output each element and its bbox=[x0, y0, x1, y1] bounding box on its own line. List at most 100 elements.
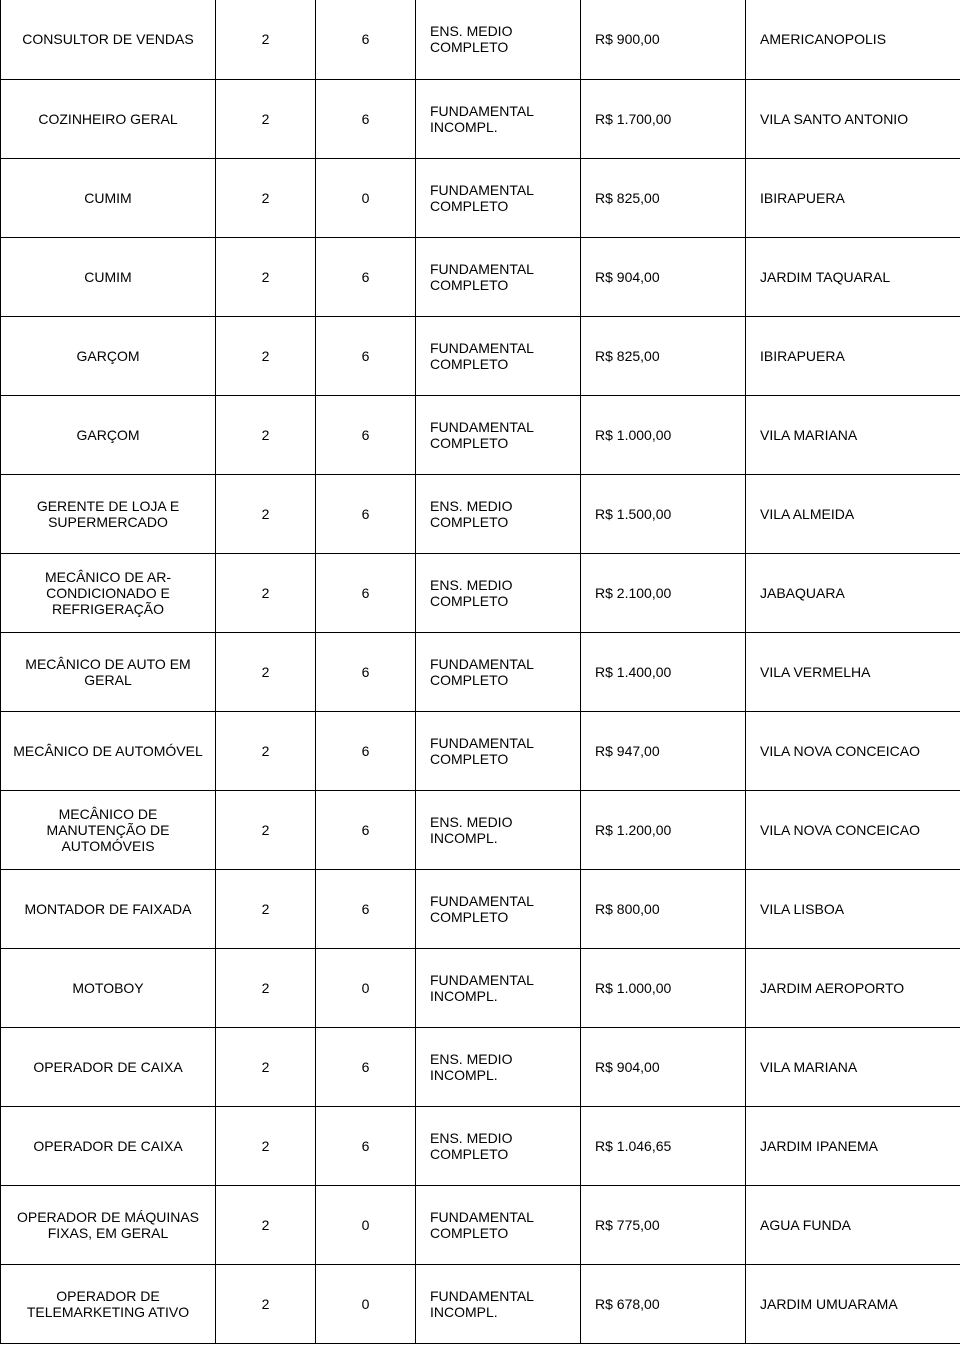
position-cell: COZINHEIRO GERAL bbox=[1, 79, 216, 158]
education-cell: FUNDAMENTAL COMPLETO bbox=[416, 395, 581, 474]
education-cell: FUNDAMENTAL COMPLETO bbox=[416, 237, 581, 316]
n1-cell: 2 bbox=[216, 79, 316, 158]
position-cell: MECÂNICO DE MANUTENÇÃO DE AUTOMÓVEIS bbox=[1, 790, 216, 869]
salary-cell: R$ 825,00 bbox=[581, 158, 746, 237]
table-row: MECÂNICO DE AUTO EM GERAL26FUNDAMENTAL C… bbox=[1, 632, 960, 711]
table-row: MECÂNICO DE AR-CONDICIONADO E REFRIGERAÇ… bbox=[1, 553, 960, 632]
salary-cell: R$ 1.400,00 bbox=[581, 632, 746, 711]
education-cell: FUNDAMENTAL INCOMPL. bbox=[416, 948, 581, 1027]
n2-cell: 6 bbox=[316, 1027, 416, 1106]
table-row: CUMIM26FUNDAMENTAL COMPLETOR$ 904,00JARD… bbox=[1, 237, 960, 316]
n1-cell: 2 bbox=[216, 1106, 316, 1185]
n1-cell: 2 bbox=[216, 869, 316, 948]
salary-cell: R$ 900,00 bbox=[581, 0, 746, 79]
n1-cell: 2 bbox=[216, 237, 316, 316]
salary-cell: R$ 904,00 bbox=[581, 237, 746, 316]
location-cell: VILA SANTO ANTONIO bbox=[746, 79, 960, 158]
n1-cell: 2 bbox=[216, 553, 316, 632]
n1-cell: 2 bbox=[216, 948, 316, 1027]
table-row: MONTADOR DE FAIXADA26FUNDAMENTAL COMPLET… bbox=[1, 869, 960, 948]
table-row: GARÇOM26FUNDAMENTAL COMPLETOR$ 825,00IBI… bbox=[1, 316, 960, 395]
jobs-table: CONSULTOR DE VENDAS26ENS. MEDIO COMPLETO… bbox=[0, 0, 960, 1344]
location-cell: AGUA FUNDA bbox=[746, 1185, 960, 1264]
location-cell: IBIRAPUERA bbox=[746, 316, 960, 395]
position-cell: MONTADOR DE FAIXADA bbox=[1, 869, 216, 948]
education-cell: FUNDAMENTAL COMPLETO bbox=[416, 711, 581, 790]
salary-cell: R$ 1.200,00 bbox=[581, 790, 746, 869]
location-cell: JARDIM AEROPORTO bbox=[746, 948, 960, 1027]
position-cell: CONSULTOR DE VENDAS bbox=[1, 0, 216, 79]
n2-cell: 6 bbox=[316, 316, 416, 395]
position-cell: OPERADOR DE CAIXA bbox=[1, 1027, 216, 1106]
n2-cell: 6 bbox=[316, 790, 416, 869]
position-cell: GARÇOM bbox=[1, 316, 216, 395]
n1-cell: 2 bbox=[216, 1027, 316, 1106]
education-cell: FUNDAMENTAL COMPLETO bbox=[416, 1185, 581, 1264]
location-cell: VILA NOVA CONCEICAO bbox=[746, 790, 960, 869]
table-row: GARÇOM26FUNDAMENTAL COMPLETOR$ 1.000,00V… bbox=[1, 395, 960, 474]
n2-cell: 0 bbox=[316, 1185, 416, 1264]
n1-cell: 2 bbox=[216, 1264, 316, 1343]
table-row: MECÂNICO DE MANUTENÇÃO DE AUTOMÓVEIS26EN… bbox=[1, 790, 960, 869]
table-row: OPERADOR DE TELEMARKETING ATIVO20FUNDAME… bbox=[1, 1264, 960, 1343]
position-cell: GERENTE DE LOJA E SUPERMERCADO bbox=[1, 474, 216, 553]
position-cell: OPERADOR DE MÁQUINAS FIXAS, EM GERAL bbox=[1, 1185, 216, 1264]
n2-cell: 6 bbox=[316, 237, 416, 316]
n1-cell: 2 bbox=[216, 632, 316, 711]
education-cell: FUNDAMENTAL COMPLETO bbox=[416, 869, 581, 948]
n2-cell: 0 bbox=[316, 1264, 416, 1343]
salary-cell: R$ 800,00 bbox=[581, 869, 746, 948]
n1-cell: 2 bbox=[216, 711, 316, 790]
table-row: OPERADOR DE CAIXA26ENS. MEDIO COMPLETOR$… bbox=[1, 1106, 960, 1185]
table-row: MOTOBOY20FUNDAMENTAL INCOMPL.R$ 1.000,00… bbox=[1, 948, 960, 1027]
n2-cell: 6 bbox=[316, 553, 416, 632]
education-cell: ENS. MEDIO COMPLETO bbox=[416, 0, 581, 79]
salary-cell: R$ 1.000,00 bbox=[581, 948, 746, 1027]
n2-cell: 6 bbox=[316, 1106, 416, 1185]
location-cell: VILA VERMELHA bbox=[746, 632, 960, 711]
n2-cell: 6 bbox=[316, 711, 416, 790]
n1-cell: 2 bbox=[216, 395, 316, 474]
education-cell: ENS. MEDIO INCOMPL. bbox=[416, 1027, 581, 1106]
table-row: OPERADOR DE CAIXA26ENS. MEDIO INCOMPL.R$… bbox=[1, 1027, 960, 1106]
position-cell: MECÂNICO DE AUTO EM GERAL bbox=[1, 632, 216, 711]
location-cell: VILA NOVA CONCEICAO bbox=[746, 711, 960, 790]
salary-cell: R$ 1.700,00 bbox=[581, 79, 746, 158]
location-cell: VILA LISBOA bbox=[746, 869, 960, 948]
location-cell: IBIRAPUERA bbox=[746, 158, 960, 237]
education-cell: FUNDAMENTAL COMPLETO bbox=[416, 316, 581, 395]
position-cell: GARÇOM bbox=[1, 395, 216, 474]
n2-cell: 6 bbox=[316, 632, 416, 711]
position-cell: CUMIM bbox=[1, 237, 216, 316]
location-cell: JARDIM TAQUARAL bbox=[746, 237, 960, 316]
education-cell: ENS. MEDIO COMPLETO bbox=[416, 1106, 581, 1185]
education-cell: ENS. MEDIO COMPLETO bbox=[416, 553, 581, 632]
table-row: MECÂNICO DE AUTOMÓVEL26FUNDAMENTAL COMPL… bbox=[1, 711, 960, 790]
position-cell: MECÂNICO DE AR-CONDICIONADO E REFRIGERAÇ… bbox=[1, 553, 216, 632]
table-row: GERENTE DE LOJA E SUPERMERCADO26ENS. MED… bbox=[1, 474, 960, 553]
position-cell: OPERADOR DE CAIXA bbox=[1, 1106, 216, 1185]
salary-cell: R$ 775,00 bbox=[581, 1185, 746, 1264]
salary-cell: R$ 1.046,65 bbox=[581, 1106, 746, 1185]
education-cell: FUNDAMENTAL COMPLETO bbox=[416, 632, 581, 711]
salary-cell: R$ 947,00 bbox=[581, 711, 746, 790]
location-cell: JARDIM UMUARAMA bbox=[746, 1264, 960, 1343]
education-cell: FUNDAMENTAL INCOMPL. bbox=[416, 1264, 581, 1343]
salary-cell: R$ 825,00 bbox=[581, 316, 746, 395]
table-row: CONSULTOR DE VENDAS26ENS. MEDIO COMPLETO… bbox=[1, 0, 960, 79]
location-cell: VILA MARIANA bbox=[746, 1027, 960, 1106]
position-cell: OPERADOR DE TELEMARKETING ATIVO bbox=[1, 1264, 216, 1343]
n2-cell: 6 bbox=[316, 79, 416, 158]
n1-cell: 2 bbox=[216, 158, 316, 237]
location-cell: AMERICANOPOLIS bbox=[746, 0, 960, 79]
education-cell: ENS. MEDIO INCOMPL. bbox=[416, 790, 581, 869]
n1-cell: 2 bbox=[216, 474, 316, 553]
location-cell: JARDIM IPANEMA bbox=[746, 1106, 960, 1185]
n2-cell: 0 bbox=[316, 158, 416, 237]
table-row: COZINHEIRO GERAL26FUNDAMENTAL INCOMPL.R$… bbox=[1, 79, 960, 158]
location-cell: VILA MARIANA bbox=[746, 395, 960, 474]
jobs-table-body: CONSULTOR DE VENDAS26ENS. MEDIO COMPLETO… bbox=[1, 0, 960, 1343]
position-cell: MOTOBOY bbox=[1, 948, 216, 1027]
n2-cell: 0 bbox=[316, 948, 416, 1027]
education-cell: ENS. MEDIO COMPLETO bbox=[416, 474, 581, 553]
